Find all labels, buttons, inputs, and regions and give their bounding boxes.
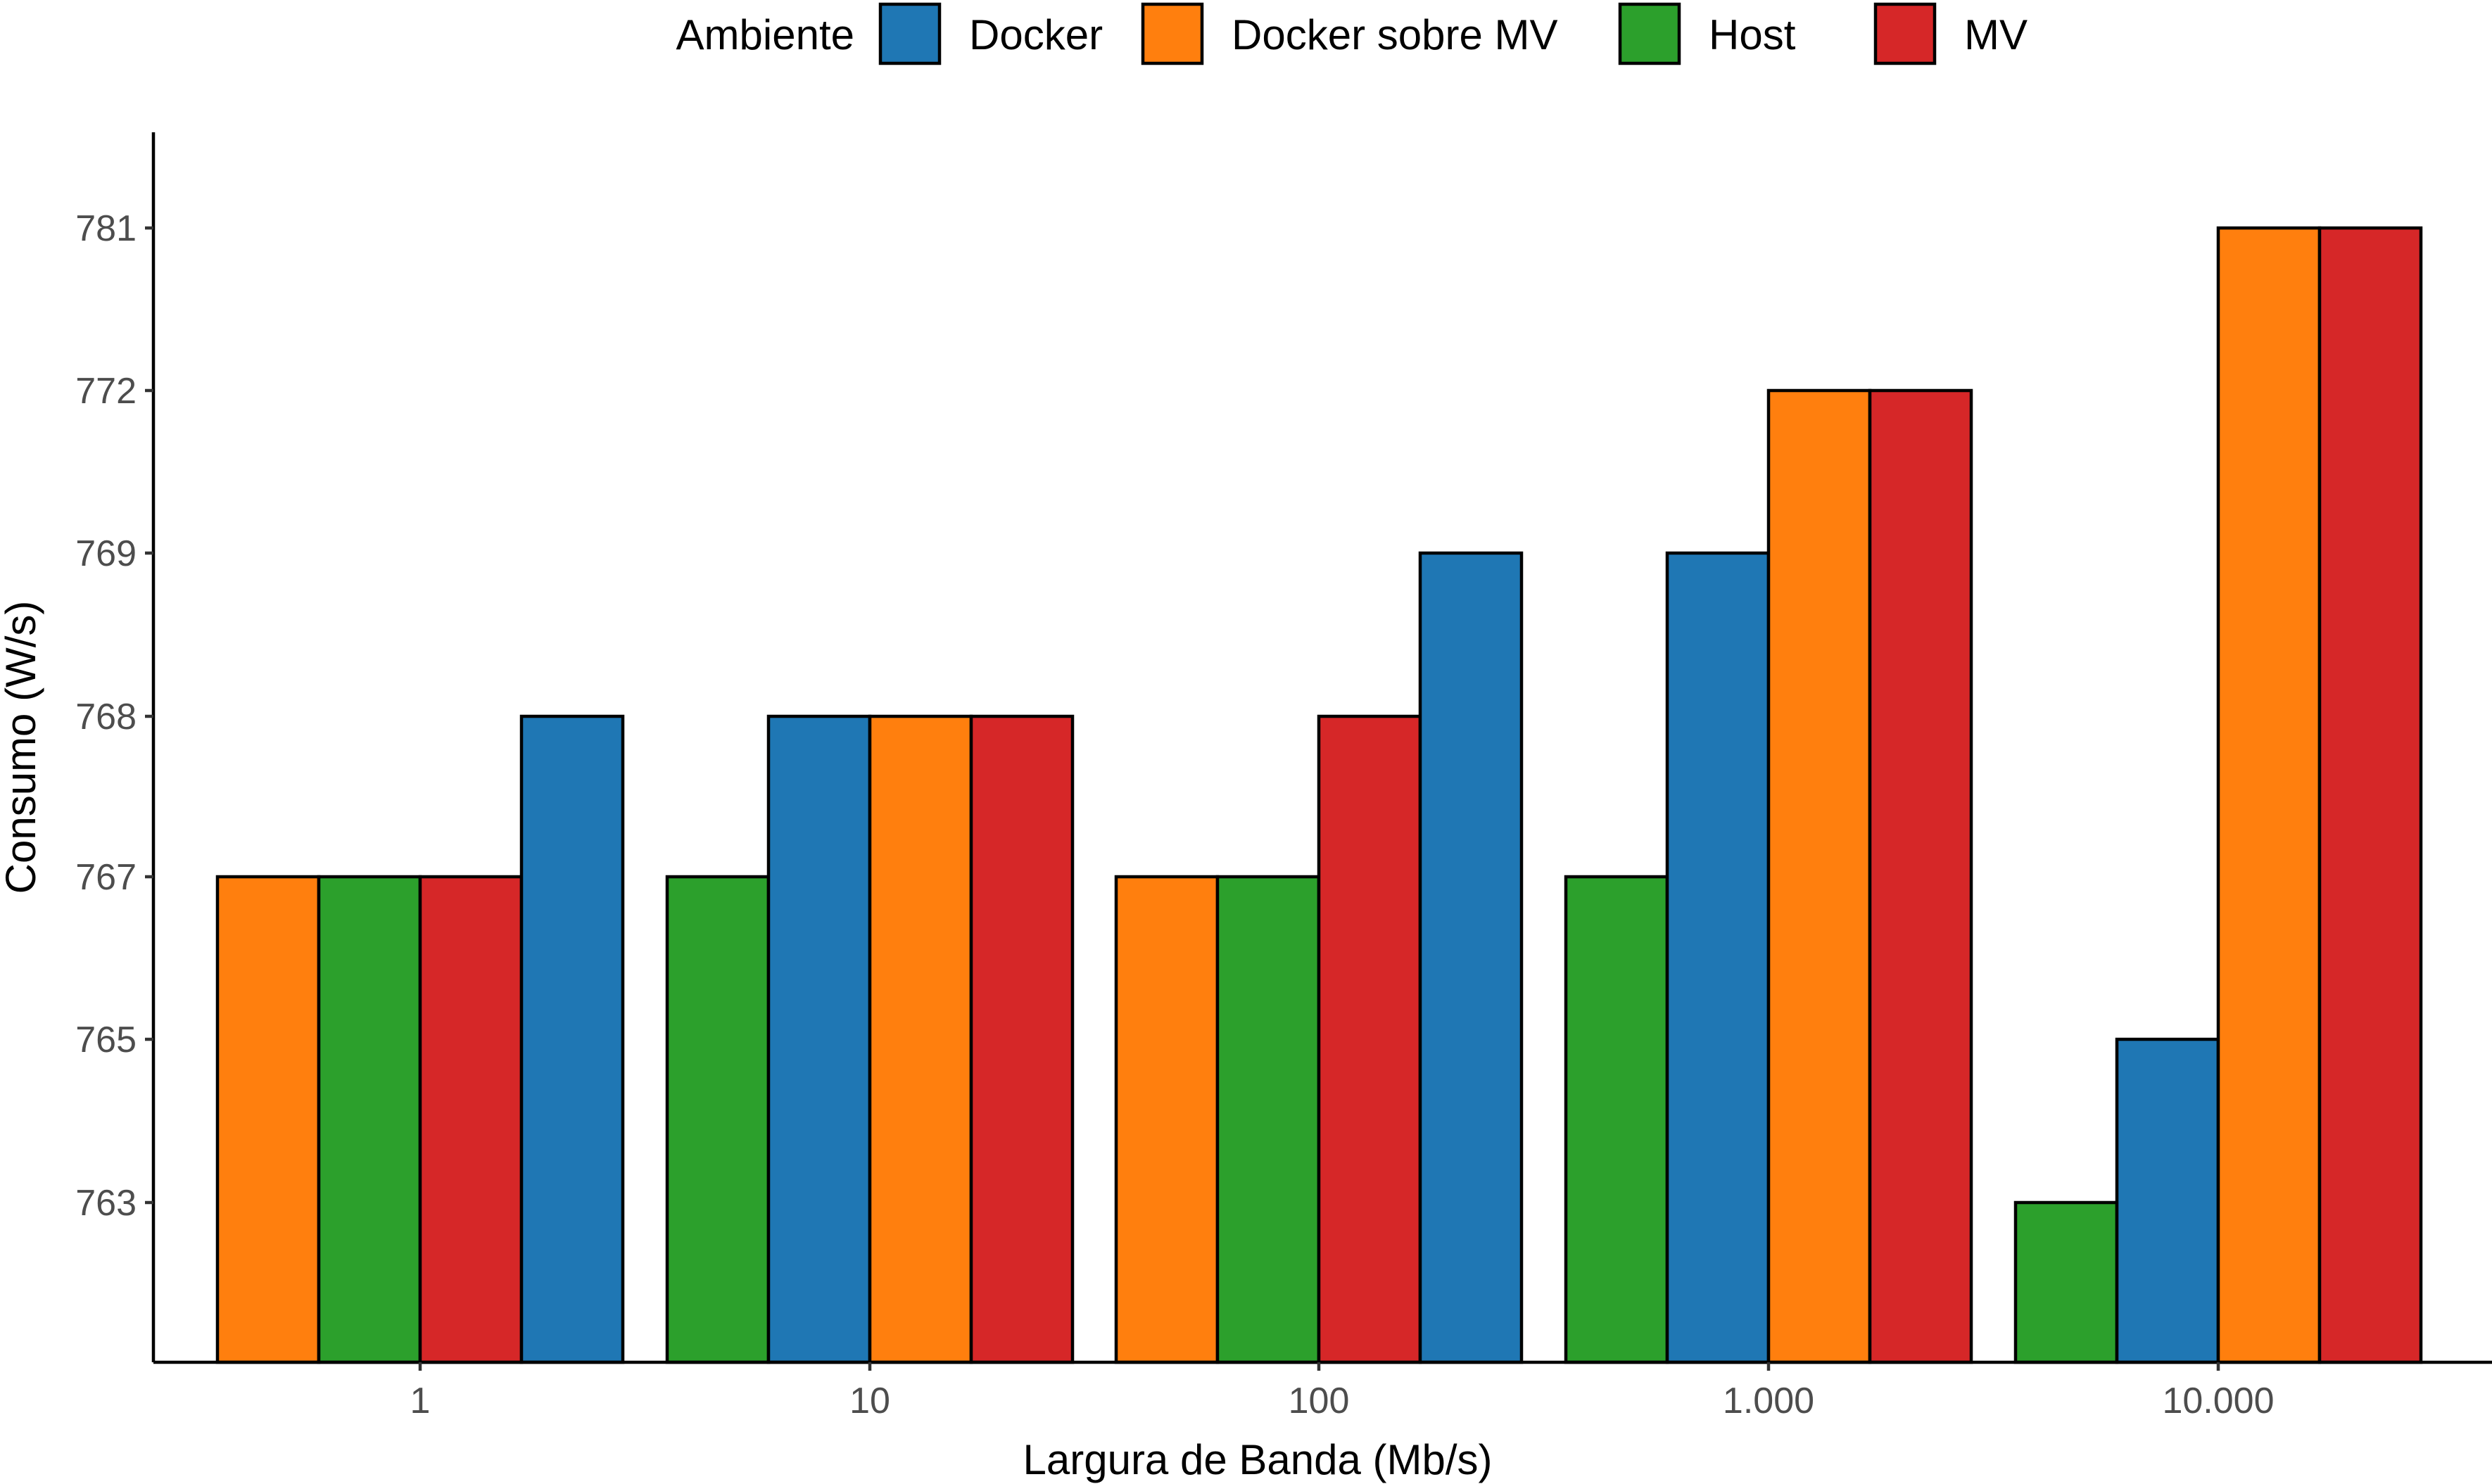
legend-label: Docker	[969, 11, 1103, 58]
legend-key-host	[1618, 2, 1681, 65]
x-tick-label: 100	[1289, 1381, 1350, 1421]
bar-docker	[1418, 551, 1524, 1364]
bars-layer	[215, 226, 2423, 1364]
y-tick-label: 767	[75, 857, 137, 898]
bar-docker	[519, 714, 625, 1364]
bar-docker-sobre-mv	[215, 875, 321, 1364]
x-axis-title: Largura de Banda (Mb/s)	[1023, 1436, 1492, 1483]
bar-mv	[1868, 388, 1973, 1364]
legend-key-docker-sobre-mv	[1141, 2, 1204, 65]
legend-label: Host	[1709, 11, 1796, 58]
bar-host	[1215, 875, 1321, 1364]
x-tick-label: 1	[410, 1381, 431, 1421]
legend-label: Docker sobre MV	[1232, 11, 1557, 58]
bar-mv	[418, 875, 524, 1364]
y-tick-label: 781	[75, 208, 137, 249]
bar-host	[1564, 875, 1669, 1364]
bar-docker	[1665, 551, 1771, 1364]
x-tick-label: 1.000	[1723, 1381, 1814, 1421]
y-tick-label: 768	[75, 697, 137, 737]
bar-mv	[1317, 714, 1422, 1364]
axes: 763 765 767 768 769 772 781 1 10 100 1.000 10.000	[75, 132, 2492, 1421]
legend-key-docker	[878, 2, 942, 65]
bar-docker-sobre-mv	[1766, 388, 1872, 1364]
bar-docker-sobre-mv	[1114, 875, 1220, 1364]
bar-docker	[2115, 1037, 2220, 1364]
bar-host	[317, 875, 422, 1364]
legend: Ambiente Docker Docker sobre MV Host MV	[676, 2, 2028, 65]
y-tick-label: 763	[75, 1183, 137, 1224]
legend-title: Ambiente	[676, 11, 854, 58]
y-tick-label: 769	[75, 533, 137, 574]
bar-host	[2013, 1200, 2119, 1364]
legend-key-mv	[1873, 2, 1937, 65]
legend-label: MV	[1964, 11, 2028, 58]
bar-host	[665, 875, 771, 1364]
bar-mv	[2317, 226, 2423, 1364]
x-tick-label: 10.000	[2162, 1381, 2274, 1421]
bar-docker	[766, 714, 872, 1364]
x-tick-label: 10	[849, 1381, 890, 1421]
y-axis-title: Consumo (W/s)	[0, 601, 44, 894]
y-tick-label: 765	[75, 1020, 137, 1060]
y-tick-label: 772	[75, 371, 137, 412]
bar-docker-sobre-mv	[2216, 226, 2322, 1364]
bar-docker-sobre-mv	[868, 714, 973, 1364]
bar-mv	[969, 714, 1075, 1364]
